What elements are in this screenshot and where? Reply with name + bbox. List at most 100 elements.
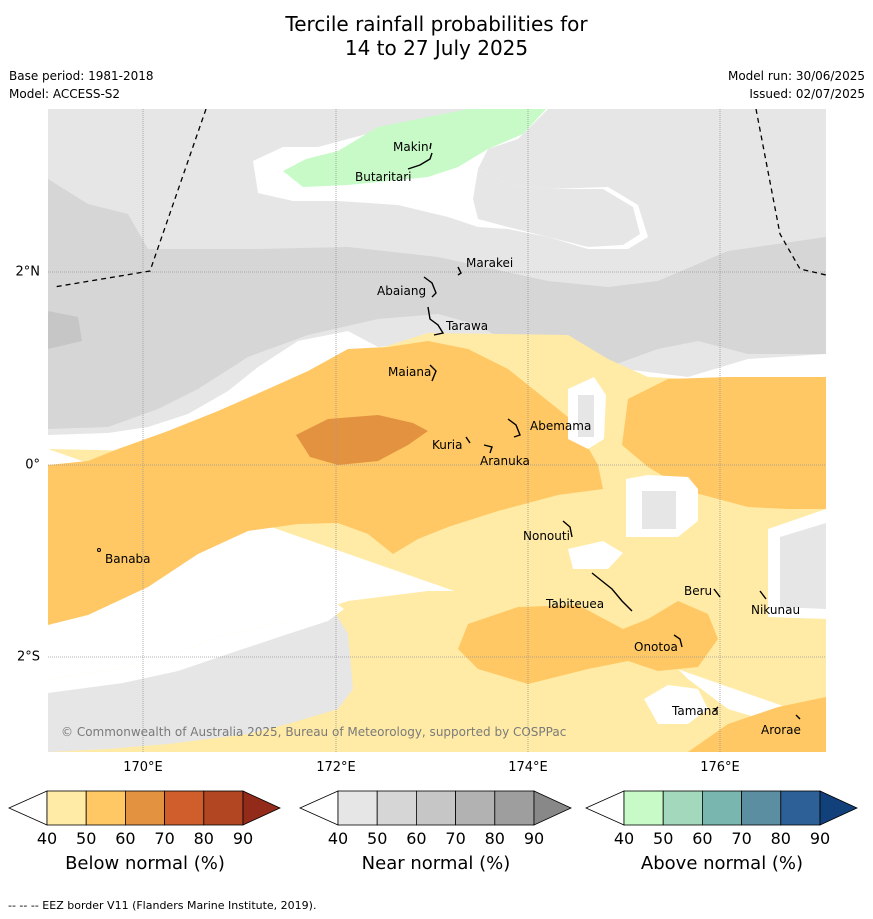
colorbar-extend-high — [533, 790, 572, 826]
near-normal-region-south — [48, 609, 353, 752]
colorbar-above-normal — [585, 790, 858, 826]
colorbar-near-normal — [299, 790, 572, 826]
colorbar-tick-label: 40 — [36, 829, 58, 848]
below-normal-region-southeast — [458, 601, 718, 684]
colorbar-title-below: Below normal (%) — [65, 853, 225, 874]
colorbar-segment — [702, 790, 743, 826]
lat-label-2n: 2°N — [15, 264, 41, 280]
below-normal-region-south-corner — [688, 697, 826, 752]
label-tamana: Tamana — [671, 704, 719, 718]
label-makin: Makin — [393, 140, 429, 154]
colorbar-segment — [741, 790, 782, 826]
colorbar-tick-label: 90 — [232, 829, 254, 848]
colorbar-tick-label: 70 — [445, 829, 466, 848]
island-outlines — [407, 142, 801, 720]
colorbar-segment — [164, 790, 205, 826]
colorbar-below-normal — [8, 790, 281, 826]
label-abaiang: Abaiang — [377, 284, 426, 298]
above-normal-north — [283, 109, 546, 187]
lat-label-2s: 2°S — [16, 649, 40, 665]
issued-date: Issued: 02/07/2025 — [749, 87, 865, 101]
eez-border — [53, 109, 826, 288]
label-tabiteuea: Tabiteuea — [545, 597, 604, 611]
label-beru: Beru — [684, 584, 712, 598]
near-normal-hole-southeast — [642, 491, 676, 529]
colorbar-segment — [376, 790, 417, 826]
below-normal-region-east — [622, 377, 826, 509]
near-normal-hole-east — [578, 395, 594, 437]
model-name: Model: ACCESS-S2 — [9, 87, 121, 101]
colorbar-segment — [662, 790, 703, 826]
below-normal-region-dark — [296, 415, 428, 465]
colorbar-extend-low — [299, 790, 339, 826]
colorbar-segment — [780, 790, 821, 826]
label-aranuka: Aranuka — [480, 454, 530, 468]
white-gap-south — [48, 601, 344, 693]
colorbar-tick-label: 70 — [154, 829, 175, 848]
lon-label-176e: 176°E — [700, 760, 740, 775]
near-normal-inner-north — [473, 169, 640, 247]
title-line-2: 14 to 27 July 2025 — [344, 36, 529, 60]
label-nonouti: Nonouti — [523, 529, 570, 543]
label-banaba: Banaba — [105, 552, 151, 566]
label-arorae: Arorae — [761, 723, 801, 737]
gridlines — [48, 109, 826, 752]
lon-label-174e: 174°E — [508, 760, 548, 775]
label-kuria: Kuria — [432, 438, 463, 452]
lat-label-0: 0° — [25, 457, 40, 473]
colorbar-segment — [623, 790, 664, 826]
map-canvas: Makin Butaritari Marakei Abaiang Tarawa … — [48, 109, 826, 752]
lon-label-172e: 172°E — [316, 760, 356, 775]
colorbar-segment — [85, 790, 126, 826]
colorbar-tick-label: 50 — [367, 829, 388, 848]
meta-right: Model run: 30/06/2025 Issued: 02/07/2025 — [728, 67, 865, 103]
colorbar-segment — [416, 790, 457, 826]
colorbar-tick-label: 90 — [523, 829, 545, 848]
lon-label-170e: 170°E — [123, 760, 163, 775]
colorbar-segment — [494, 790, 535, 826]
colorbar-segment — [337, 790, 378, 826]
colorbar-segment — [203, 790, 244, 826]
label-abemama: Abemama — [530, 419, 591, 433]
colorbar-extend-high — [819, 790, 858, 826]
colorbar-extend-high — [242, 790, 281, 826]
label-maiana: Maiana — [388, 365, 431, 379]
place-labels: Makin Butaritari Marakei Abaiang Tarawa … — [105, 140, 801, 737]
white-hole-tamana — [644, 685, 708, 724]
label-tarawa: Tarawa — [445, 319, 488, 333]
below-normal-region-mid — [48, 341, 603, 625]
colorbar-tick-label: 90 — [809, 829, 831, 848]
meta-left: Base period: 1981-2018 Model: ACCESS-S2 — [9, 67, 154, 103]
colorbar-tick-label: 70 — [731, 829, 752, 848]
colorbar-segment — [455, 790, 496, 826]
colorbar-extend-low — [8, 790, 48, 826]
near-normal-far-east — [780, 523, 826, 609]
colorbar-tick-label: 40 — [327, 829, 349, 848]
colorbar-tick-label: 40 — [613, 829, 635, 848]
colorbar-tick-label: 60 — [115, 829, 136, 848]
colorbar-tick-label: 80 — [484, 829, 505, 848]
map-title: Tercile rainfall probabilities for 14 to… — [0, 12, 873, 60]
colorbar-tick-label: 50 — [653, 829, 674, 848]
colorbar-tick-label: 80 — [193, 829, 214, 848]
colorbar-segment — [46, 790, 87, 826]
colorbar-extend-low — [585, 790, 625, 826]
colorbar-tick-label: 80 — [770, 829, 791, 848]
colorbar-title-above: Above normal (%) — [640, 853, 804, 874]
colorbar-tick-label: 50 — [76, 829, 97, 848]
title-line-1: Tercile rainfall probabilities for — [285, 12, 588, 36]
model-run: Model run: 30/06/2025 — [727, 69, 865, 83]
white-hole-nonouti — [568, 541, 623, 569]
colorbar-segment — [125, 790, 166, 826]
label-onotoa: Onotoa — [634, 640, 678, 654]
colorbar-title-near: Near normal (%) — [361, 853, 511, 874]
label-marakei: Marakei — [466, 256, 513, 270]
label-nikunau: Nikunau — [751, 603, 800, 617]
eez-footnote: -- -- -- EEZ border V11 (Flanders Marine… — [8, 899, 317, 912]
colorbar-tick-label: 60 — [692, 829, 713, 848]
near-normal-patch-west — [48, 311, 82, 349]
copyright-text: © Commonwealth of Australia 2025, Bureau… — [61, 725, 566, 739]
colorbar-tick-label: 60 — [406, 829, 427, 848]
banaba-dot — [97, 548, 101, 552]
label-butaritari: Butaritari — [355, 170, 412, 184]
